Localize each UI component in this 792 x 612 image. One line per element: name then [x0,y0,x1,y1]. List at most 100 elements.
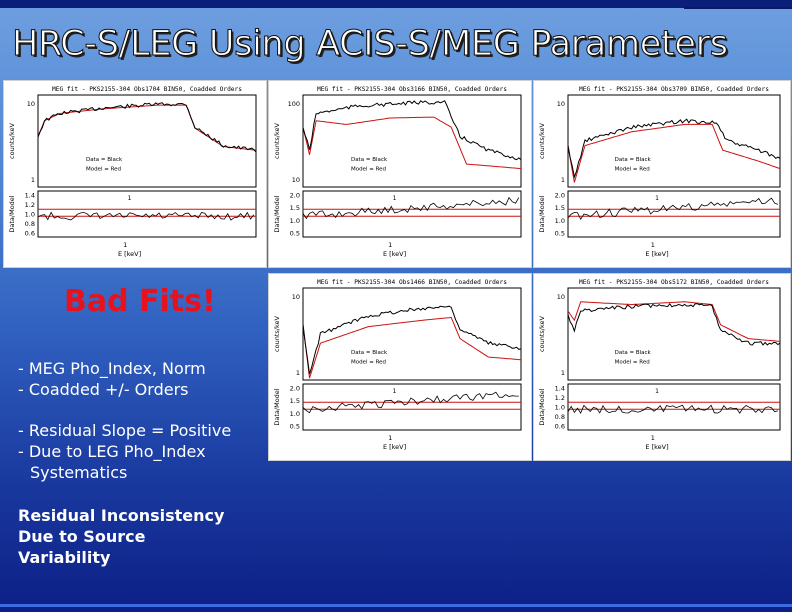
lower-y-label: Data/Model [273,195,281,232]
y-tick-label: 1 [561,369,565,377]
y-tick-label: 1.4 [555,385,565,393]
y-tick-label: 1.4 [25,192,35,200]
y-tick-label: 100 [288,100,300,108]
y-tick-label: 1.0 [25,211,35,219]
plot-panel-4: MEG fit - PKS2155-304 Obs1466 BIN50, Coa… [268,273,532,461]
y-tick-label: 2.0 [290,192,300,200]
y-tick-label: 1 [561,176,565,184]
y-tick-label: 0.5 [290,423,300,431]
spectral-fit-plot: MEG fit - PKS2155-304 Obs1466 BIN50, Coa… [273,279,522,451]
y-tick-label: 1.5 [290,397,300,405]
data-curve [302,100,522,161]
bottom-accent-line [0,604,792,607]
y-tick-label: 2.0 [555,192,565,200]
bullet-item: - Due to LEG Pho_Index [18,442,206,461]
y-tick-label: 10 [292,293,300,301]
bullet-item: - Residual Slope = Positive [18,421,232,440]
upper-y-label: counts/keV [538,123,546,159]
x-tick-label: 1 [123,241,127,249]
upper-frame [567,94,781,188]
data-curve [37,102,257,153]
legend-data: Data = Black [351,157,388,163]
conclusion-text: Residual Inconsistency Due to Source Var… [18,505,224,568]
x-tick-label: 1 [388,434,392,442]
residual-curve [37,211,255,221]
plot-panel-5: MEG fit - PKS2155-304 Obs5172 BIN50, Coa… [533,273,791,461]
x-tick-label: 1 [651,434,655,442]
legend-model: Model = Red [615,166,650,172]
ratio-label: 1 [655,195,659,202]
data-curve [302,305,522,375]
upper-y-label: counts/keV [273,316,281,352]
model-curve [567,123,781,183]
plot-panel-1: MEG fit - PKS2155-304 Obs1704 BIN50, Coa… [3,80,267,268]
model-curve [302,116,522,170]
y-tick-label: 1.5 [555,204,565,212]
upper-y-label: counts/keV [273,123,281,159]
conclusion-line: Variability [18,548,111,567]
y-tick-label: 0.5 [555,230,565,238]
plot-panel-3: MEG fit - PKS2155-304 Obs3709 BIN50, Coa… [533,80,791,268]
y-tick-label: 1.0 [290,410,300,418]
legend-model: Model = Red [351,166,386,172]
upper-frame [302,94,522,188]
y-tick-label: 1.0 [290,217,300,225]
legend-model: Model = Red [615,359,650,365]
x-tick-label: 1 [651,241,655,249]
lower-y-label: Data/Model [538,388,546,425]
plot-title: MEG fit - PKS2155-304 Obs5172 BIN50, Coa… [579,279,769,286]
lower-frame [567,383,781,431]
residual-curve [302,391,519,414]
y-tick-label: 0.8 [555,413,565,421]
upper-y-label: counts/keV [8,123,16,159]
lower-frame [567,190,781,238]
y-tick-label: 2.0 [290,385,300,393]
plot-title: MEG fit - PKS2155-304 Obs3166 BIN50, Coa… [317,86,507,93]
y-tick-label: 10 [557,293,565,301]
top-bar [0,0,792,8]
lower-y-label: Data/Model [538,195,546,232]
y-tick-label: 1 [31,176,35,184]
y-tick-label: 0.5 [290,230,300,238]
y-tick-label: 0.6 [555,423,565,431]
plot-title: MEG fit - PKS2155-304 Obs1704 BIN50, Coa… [52,86,242,93]
upper-frame [302,287,522,381]
residual-curve [567,404,779,414]
spectral-fit-plot: MEG fit - PKS2155-304 Obs1704 BIN50, Coa… [8,86,257,258]
x-axis-label: E [keV] [383,250,406,258]
y-tick-label: 10 [27,100,35,108]
legend-model: Model = Red [351,359,386,365]
y-tick-label: 10 [557,100,565,108]
bullet-item-continuation: Systematics [30,463,128,482]
data-curve [567,302,781,346]
y-tick-label: 1.5 [290,204,300,212]
model-curve [37,104,257,151]
residual-curve [302,196,520,220]
lower-frame [37,190,257,238]
spectral-fit-plot: MEG fit - PKS2155-304 Obs3709 BIN50, Coa… [538,86,781,258]
legend-model: Model = Red [86,166,121,172]
legend-data: Data = Black [351,350,388,356]
legend-data: Data = Black [615,350,652,356]
bullet-item: - MEG Pho_Index, Norm [18,359,206,378]
residual-curve [567,197,779,221]
conclusion-line: Residual Inconsistency [18,506,225,525]
y-tick-label: 1.2 [555,394,565,402]
lower-y-label: Data/Model [8,195,16,232]
spectral-fit-plot: MEG fit - PKS2155-304 Obs3166 BIN50, Coa… [273,86,522,258]
y-tick-label: 0.8 [25,220,35,228]
y-tick-label: 1 [296,369,300,377]
x-axis-label: E [keV] [645,250,668,258]
plot-panel-2: MEG fit - PKS2155-304 Obs3166 BIN50, Coa… [268,80,532,268]
bad-fits-heading: Bad Fits! [64,284,216,319]
bullet-item: - Coadded +/- Orders [18,380,189,399]
model-curve [302,316,522,379]
ratio-label: 1 [393,388,397,395]
bullet-list: - MEG Pho_Index, Norm - Coadded +/- Orde… [18,358,231,483]
lower-y-label: Data/Model [273,388,281,425]
x-axis-label: E [keV] [118,250,141,258]
x-axis-label: E [keV] [383,443,406,451]
model-curve [567,301,781,342]
conclusion-line: Due to Source [18,527,146,546]
x-axis-label: E [keV] [645,443,668,451]
